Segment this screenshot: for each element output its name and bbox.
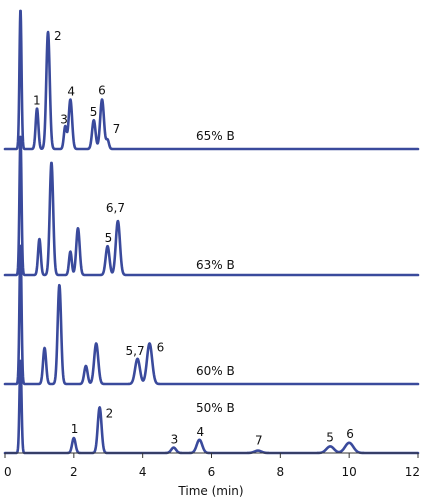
peak-label-1-7: 7 bbox=[113, 122, 121, 136]
x-tick-label-4: 8 bbox=[277, 465, 285, 479]
condition-label-2: 63% B bbox=[196, 258, 235, 272]
peak-label-1-4: 4 bbox=[67, 85, 75, 99]
peak-label-1-2: 2 bbox=[54, 29, 62, 43]
x-axis-title: Time (min) bbox=[177, 484, 243, 498]
condition-label-3: 60% B bbox=[196, 364, 235, 378]
trace-line-3 bbox=[3, 244, 420, 386]
peak-label-4-2: 2 bbox=[106, 406, 114, 420]
x-axis-ticks: 0 2 4 6 8 10 12 bbox=[4, 453, 420, 479]
peak-label-4-3: 3 bbox=[171, 433, 179, 447]
peak-label-3-6: 6 bbox=[157, 341, 165, 355]
trace-line-1 bbox=[3, 9, 420, 151]
peak-label-2-6: 6,7 bbox=[106, 201, 125, 215]
x-tick-label-0: 0 bbox=[4, 465, 12, 479]
peak-label-3-5: 5,7 bbox=[126, 344, 145, 358]
x-tick-label-3: 6 bbox=[208, 465, 216, 479]
peak-label-4-6: 5 bbox=[326, 430, 334, 444]
x-tick-label-1: 2 bbox=[70, 465, 78, 479]
peak-label-4-1: 1 bbox=[71, 422, 79, 436]
condition-labels-group: 65% B 63% B 60% B 50% B bbox=[196, 129, 235, 415]
condition-label-4: 50% B bbox=[196, 401, 235, 415]
peak-label-1-6: 6 bbox=[98, 84, 106, 98]
peak-label-2-5: 5 bbox=[105, 231, 113, 245]
x-tick-label-5: 10 bbox=[342, 465, 357, 479]
peak-label-1-3: 3 bbox=[60, 113, 68, 127]
peak-label-4-5: 7 bbox=[255, 434, 263, 448]
trace-line-2 bbox=[3, 135, 420, 277]
peak-label-1-5: 5 bbox=[90, 105, 98, 119]
peak-label-4-4: 4 bbox=[197, 425, 205, 439]
traces-group bbox=[3, 9, 420, 455]
peak-label-4-7: 6 bbox=[346, 427, 354, 441]
x-tick-label-2: 4 bbox=[139, 465, 147, 479]
peak-label-1-1: 1 bbox=[33, 94, 41, 108]
condition-label-1: 65% B bbox=[196, 129, 235, 143]
x-tick-label-6: 12 bbox=[405, 465, 420, 479]
